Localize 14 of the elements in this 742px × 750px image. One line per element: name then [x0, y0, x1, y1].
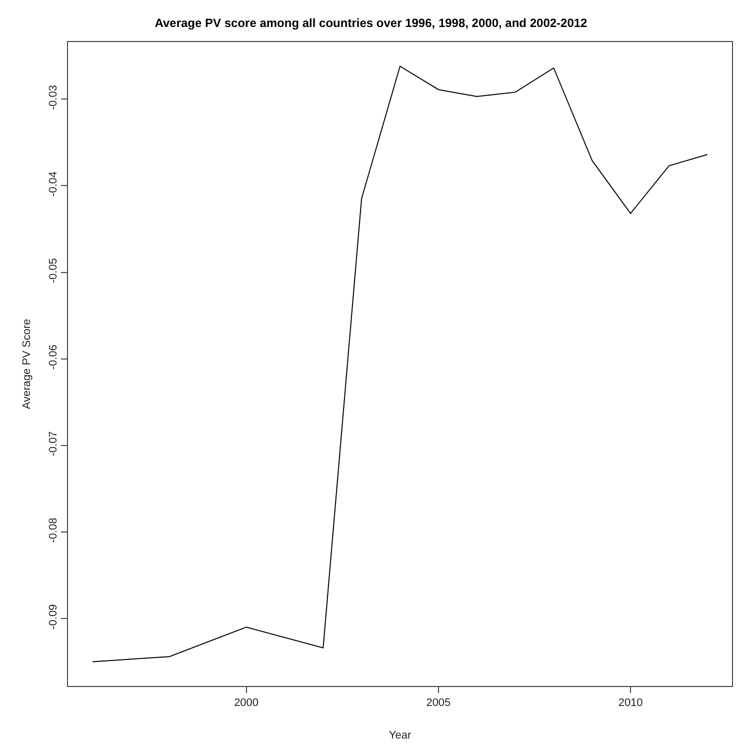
y-tick-label: -0.07: [48, 431, 60, 456]
y-tick-label: -0.08: [48, 518, 60, 543]
x-tick-label: 2005: [426, 697, 451, 710]
y-tick-label: -0.03: [48, 84, 60, 110]
y-tick-label: -0.06: [48, 344, 60, 370]
y-axis-title: Average PV Score: [21, 318, 34, 410]
y-tick-label: -0.05: [48, 258, 60, 284]
y-tick-label: -0.09: [48, 604, 60, 630]
x-axis-title: Year: [388, 729, 412, 742]
chart-title: Average PV score among all countries over 1996, 1998, 2000, and 2002-2012: [154, 16, 588, 30]
y-tick-label: -0.04: [48, 172, 60, 197]
line-series: [92, 66, 708, 662]
x-tick-label: 2010: [618, 697, 643, 710]
x-tick-label: 2000: [234, 697, 259, 710]
